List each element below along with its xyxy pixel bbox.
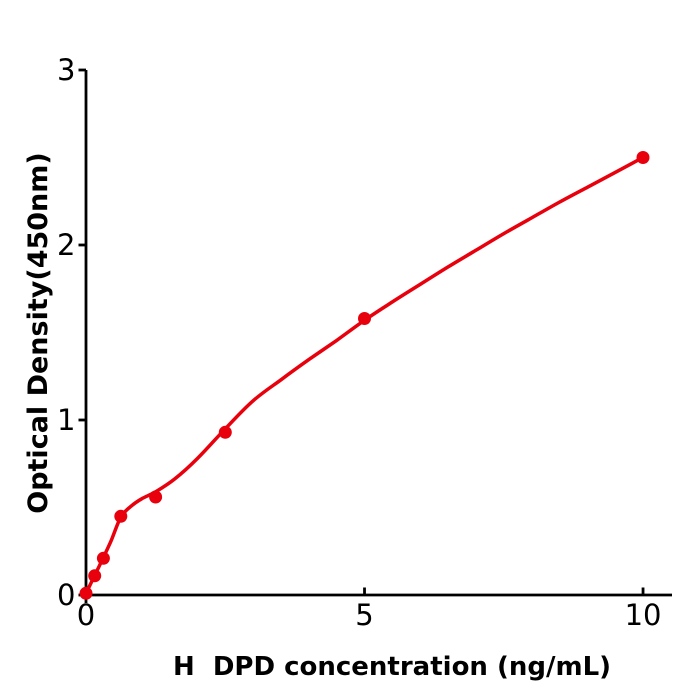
data-point — [149, 490, 163, 504]
y-tick-label: 2 — [57, 228, 75, 262]
data-point — [636, 151, 650, 164]
y-tick-label: 3 — [57, 53, 75, 87]
data-point — [358, 312, 371, 325]
data-point — [218, 425, 232, 439]
x-axis-title: H DPD concentration (ng/mL) — [172, 652, 612, 682]
x-tick-label: 5 — [355, 598, 373, 632]
y-tick-label: 0 — [57, 578, 75, 612]
data-point — [114, 509, 128, 523]
y-axis-title: Optical Density(450nm) — [23, 152, 54, 514]
data-point — [88, 569, 102, 583]
fit-curve — [84, 155, 645, 596]
y-tick-label: 1 — [57, 403, 75, 437]
x-tick-label: 10 — [625, 598, 662, 632]
data-point — [96, 551, 110, 565]
data-point — [79, 586, 93, 600]
x-tick-label: 0 — [77, 598, 95, 632]
